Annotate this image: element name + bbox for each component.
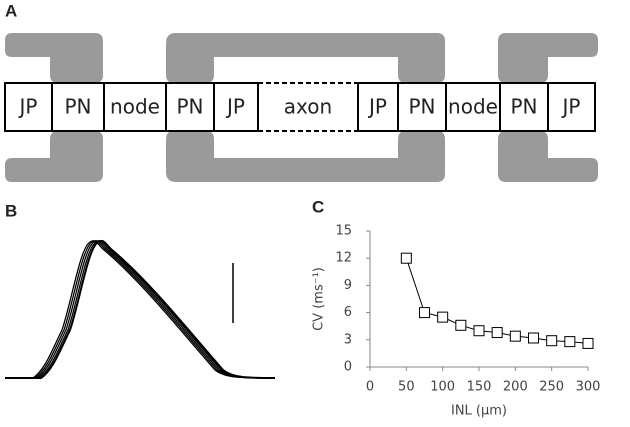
traces [5,239,276,379]
segment-label: JP [367,95,387,119]
segment-label: node [448,95,498,119]
point [564,336,576,348]
x-tick-label: 50 [398,380,415,395]
x-tick-label: 200 [503,380,528,395]
y-tick-label: 3 [344,332,352,347]
point [473,325,485,337]
point [437,311,449,323]
point [491,327,503,339]
point [509,330,521,342]
y-axis-label: CV (ms⁻¹) [312,267,327,331]
panel-label: C [312,197,324,216]
x-tick-label: 0 [366,380,374,395]
myelin [5,33,598,182]
x-tick-label: 100 [430,380,455,395]
segment-label: PN [176,95,203,119]
segment-label: axon [284,95,332,119]
point [455,319,467,331]
point [419,307,430,319]
segment-label: JP [18,95,38,119]
point [546,335,558,347]
x-tick-label: 150 [467,380,492,395]
segment-box [51,82,105,132]
segment-box [357,82,399,132]
point [582,337,594,349]
segment-box [547,82,596,132]
y-tick-label: 0 [344,360,352,375]
point [400,252,412,264]
y-tick-label: 6 [344,305,352,320]
panel-label: A [5,1,17,20]
y-tick-label: 12 [335,251,352,266]
segment-label: JP [225,95,245,119]
point [528,332,539,344]
segment-label: PN [510,95,537,119]
x-tick-label: 250 [539,380,564,395]
y-tick-label: 9 [344,278,352,293]
segment-box [397,82,447,132]
segment-label: PN [408,95,435,119]
segment-label: JP [561,95,581,119]
segment-box [445,82,501,132]
y-tick-label: 15 [335,224,352,239]
panel-label: B [5,201,17,220]
x-tick-label: 300 [576,380,601,395]
segment-label: PN [64,95,91,119]
segment-box [103,82,167,132]
x-axis-label: INL (µm) [451,404,507,419]
segment-label: node [110,95,160,119]
segment-box [213,82,259,132]
